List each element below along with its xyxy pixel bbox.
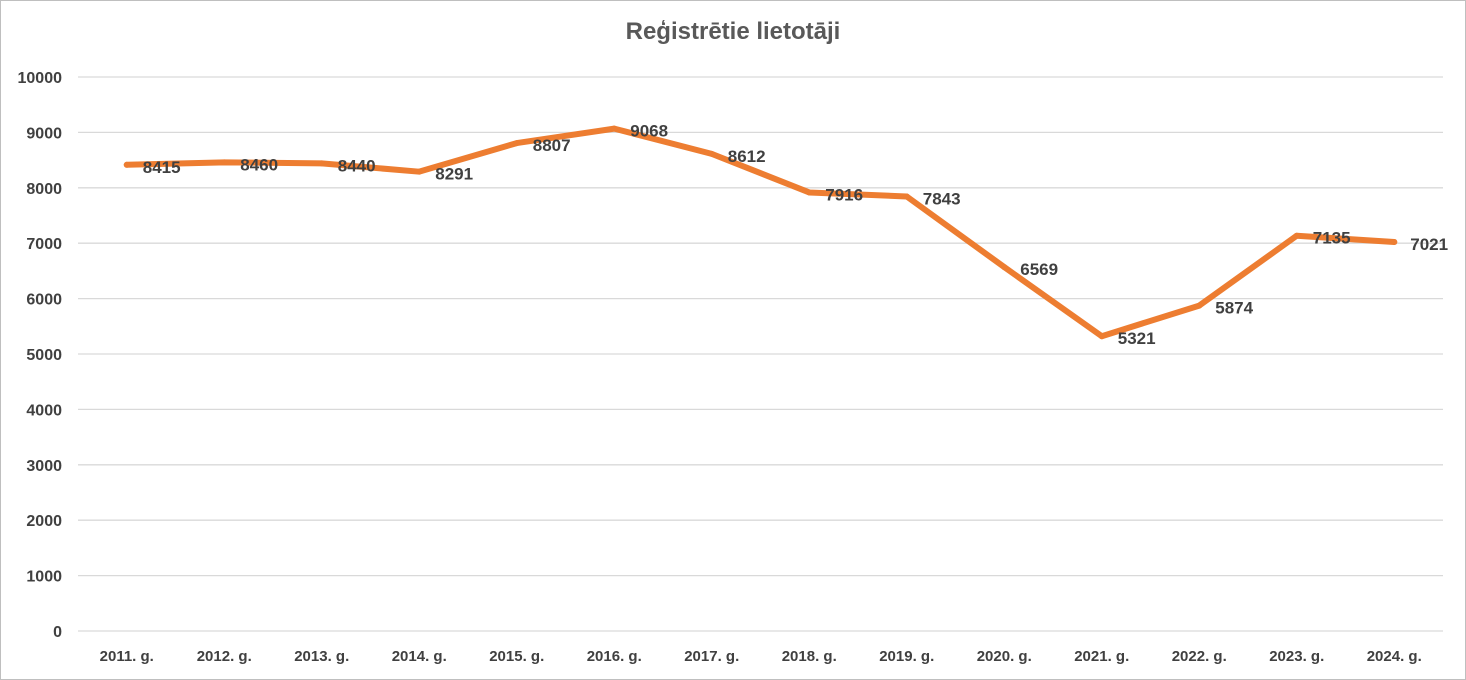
x-tick-label: 2021. g. [1074,648,1129,665]
x-tick-label: 2020. g. [977,648,1032,665]
data-point [1001,264,1008,271]
data-label: 8612 [728,147,766,166]
x-tick-label: 2013. g. [294,648,349,665]
data-label: 5321 [1118,329,1156,348]
data-point [806,189,813,196]
y-tick-label: 7000 [26,236,62,253]
data-label: 8440 [338,156,376,175]
data-label: 8291 [435,165,473,184]
x-tick-label: 2015. g. [489,648,544,665]
series-line-group [123,125,1398,340]
data-label: 9068 [630,122,668,141]
data-labels: 8415 8460 8440 8291 8807 9068 8612 7916 7843 6569… [143,122,1448,349]
data-point [221,159,228,166]
data-point [513,140,520,147]
y-tick-label: 3000 [26,458,62,475]
data-point [708,150,715,157]
x-axis-ticks: 2011. g. 2012. g. 2013. g. 2014. g. 2015. g.… [100,648,1422,665]
x-tick-label: 2018. g. [782,648,837,665]
x-tick-label: 2023. g. [1269,648,1324,665]
data-label: 5874 [1215,299,1253,318]
x-tick-label: 2024. g. [1367,648,1422,665]
data-point [903,193,910,200]
y-tick-label: 2000 [26,513,62,530]
series-line [123,125,1398,340]
data-label: 8460 [240,155,278,174]
data-label: 7843 [923,189,961,208]
y-tick-label: 9000 [26,125,62,142]
data-point [611,125,618,132]
x-tick-label: 2019. g. [879,648,934,665]
data-label: 6569 [1020,260,1058,279]
x-tick-label: 2016. g. [587,648,642,665]
chart-title: Reģistrētie lietotāji [625,18,841,45]
data-point [318,160,325,167]
data-point [1196,302,1203,309]
data-point [123,161,130,168]
x-tick-label: 2022. g. [1172,648,1227,665]
x-tick-label: 2014. g. [392,648,447,665]
y-tick-label: 4000 [26,402,62,419]
data-label: 7135 [1313,229,1351,248]
gridlines [78,76,1443,632]
y-tick-label: 6000 [26,292,62,309]
data-point [1293,232,1300,239]
data-label: 7021 [1410,235,1448,254]
data-label: 7916 [825,185,863,204]
x-tick-label: 2012. g. [197,648,252,665]
data-label: 8415 [143,158,181,177]
x-tick-label: 2011. g. [100,648,154,665]
data-point [1391,239,1398,246]
data-point [416,168,423,175]
data-point [1098,333,1105,340]
x-tick-label: 2017. g. [684,648,739,665]
y-tick-label: 1000 [26,569,62,586]
y-tick-label: 0 [53,624,62,641]
y-tick-label: 10000 [18,70,63,87]
y-tick-label: 5000 [26,347,62,364]
y-axis-ticks: 0 1000 2000 3000 4000 5000 6000 7000 8000 9000 100… [18,70,63,641]
data-label: 8807 [533,136,571,155]
y-tick-label: 8000 [26,181,62,198]
